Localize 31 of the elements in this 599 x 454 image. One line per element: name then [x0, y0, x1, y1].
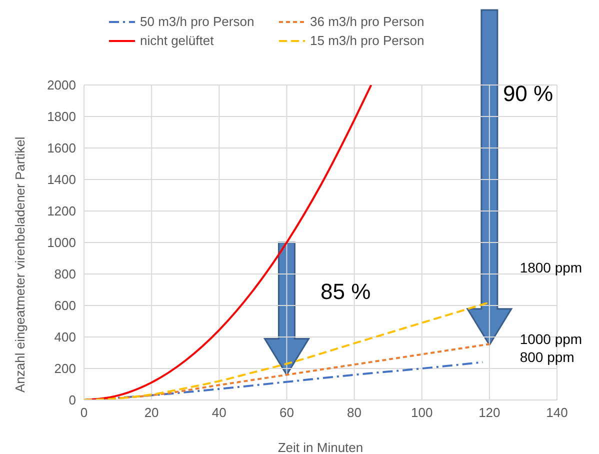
y-tick-label: 1800 — [47, 109, 76, 124]
y-tick-label: 1400 — [47, 172, 76, 188]
annotation: 85 % — [320, 279, 371, 304]
y-tick-label: 800 — [54, 266, 76, 282]
x-tick-label: 100 — [411, 405, 433, 420]
line-series — [84, 301, 490, 400]
y-tick-label: 200 — [54, 361, 76, 376]
x-tick-label: 20 — [144, 405, 159, 420]
legend-label: nicht gelüftet — [140, 33, 214, 48]
x-tick-label: 80 — [347, 405, 362, 420]
x-tick-label: 0 — [80, 405, 88, 420]
legend-label: 36 m3/h pro Person — [310, 14, 424, 29]
x-axis-title: Zeit in Minuten — [278, 440, 364, 454]
x-tick-label: 60 — [279, 405, 294, 420]
y-tick-label: 1000 — [47, 235, 76, 250]
y-tick-label: 400 — [54, 330, 76, 345]
y-tick-label: 0 — [68, 392, 76, 408]
annotation: 1000 ppm — [520, 331, 582, 348]
y-tick-label: 2000 — [47, 78, 76, 93]
x-tick-label: 140 — [546, 405, 568, 420]
y-tick-label: 1200 — [47, 204, 76, 219]
y-tick-label: 600 — [54, 298, 76, 314]
legend-label: 15 m3/h pro Person — [310, 33, 424, 48]
x-tick-label: 40 — [212, 405, 226, 420]
annotation: 800 ppm — [520, 349, 574, 366]
y-tick-label: 1600 — [47, 140, 76, 156]
annotation: 90 % — [502, 80, 554, 106]
x-tick-label: 120 — [478, 405, 500, 420]
y-axis-title: Anzahl eingeatmeter virenbeladener Partikel — [12, 136, 28, 392]
annotation: 1800 ppm — [520, 259, 582, 276]
legend-label: 50 m3/h pro Person — [140, 14, 254, 29]
